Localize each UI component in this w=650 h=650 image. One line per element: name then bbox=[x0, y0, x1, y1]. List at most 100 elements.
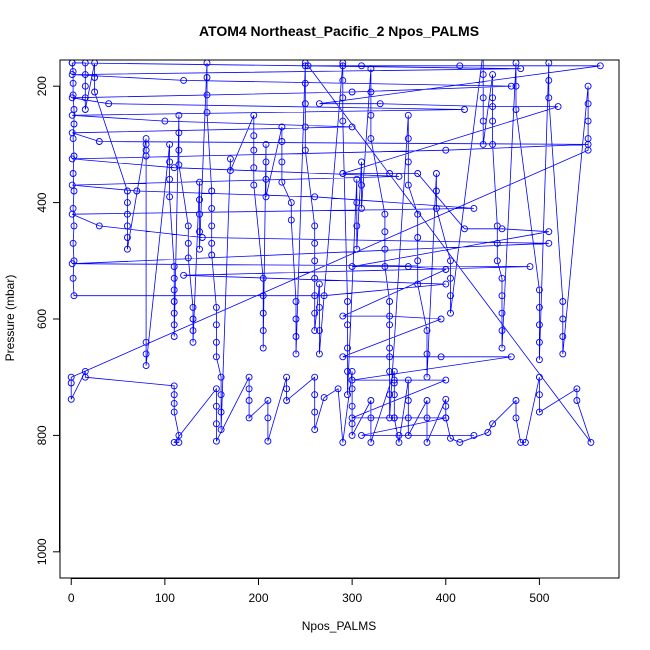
data-point bbox=[507, 353, 515, 361]
data-point bbox=[358, 62, 365, 70]
data-point bbox=[404, 376, 412, 384]
data-point bbox=[166, 193, 174, 201]
data-point bbox=[358, 204, 365, 212]
data-point bbox=[381, 210, 389, 218]
data-point bbox=[212, 321, 220, 329]
data-point bbox=[545, 76, 553, 84]
data-point bbox=[142, 350, 150, 358]
data-point bbox=[170, 274, 178, 282]
data-point bbox=[95, 138, 103, 145]
data-point bbox=[259, 327, 267, 335]
data-point bbox=[170, 263, 178, 271]
data-point bbox=[203, 91, 211, 99]
data-point bbox=[339, 62, 347, 70]
data-point bbox=[68, 71, 76, 79]
data-point bbox=[493, 239, 501, 247]
data-point bbox=[292, 350, 300, 358]
data-point bbox=[264, 437, 272, 445]
data-point bbox=[414, 170, 422, 177]
data-point bbox=[489, 71, 497, 79]
data-point bbox=[339, 76, 347, 84]
data-point bbox=[259, 274, 267, 282]
data-point bbox=[212, 303, 220, 311]
data-point bbox=[95, 222, 103, 230]
data-point bbox=[81, 373, 89, 381]
data-point bbox=[489, 94, 497, 102]
data-point bbox=[212, 338, 220, 346]
data-point bbox=[262, 193, 270, 201]
data-point bbox=[554, 103, 562, 111]
data-point bbox=[489, 420, 497, 428]
data-point bbox=[381, 263, 389, 271]
data-point bbox=[311, 327, 319, 335]
data-point bbox=[386, 321, 394, 329]
data-point bbox=[456, 438, 464, 446]
data-point bbox=[395, 172, 403, 180]
data-point bbox=[262, 158, 270, 166]
data-point bbox=[535, 303, 543, 311]
data-point bbox=[367, 88, 375, 96]
data-point bbox=[512, 82, 520, 90]
data-point bbox=[545, 239, 553, 247]
data-point bbox=[123, 245, 131, 253]
data-point bbox=[311, 309, 319, 317]
data-point bbox=[535, 356, 543, 364]
data-point bbox=[390, 376, 398, 384]
data-point bbox=[367, 397, 375, 404]
data-point bbox=[507, 82, 515, 90]
data-point bbox=[493, 257, 501, 265]
data-point bbox=[250, 111, 258, 119]
data-point bbox=[498, 327, 506, 335]
data-point bbox=[217, 373, 225, 381]
data-point bbox=[367, 65, 375, 73]
series-0 bbox=[67, 60, 604, 446]
data-point bbox=[91, 74, 99, 81]
x-tick-label: 200 bbox=[248, 591, 268, 605]
data-point bbox=[348, 414, 356, 422]
data-point bbox=[170, 438, 178, 446]
data-point bbox=[339, 60, 347, 67]
data-point bbox=[287, 216, 295, 224]
data-point bbox=[68, 94, 76, 102]
data-point bbox=[123, 199, 131, 207]
data-point bbox=[423, 327, 431, 335]
data-point bbox=[259, 292, 267, 300]
data-point bbox=[526, 263, 534, 271]
data-point bbox=[259, 309, 267, 317]
data-point bbox=[442, 266, 450, 273]
data-point bbox=[311, 193, 319, 201]
data-point bbox=[423, 350, 431, 358]
data-point bbox=[175, 438, 183, 446]
data-point bbox=[315, 303, 323, 311]
data-point bbox=[166, 175, 174, 183]
x-axis-label: Npos_PALMS bbox=[302, 619, 376, 633]
data-point bbox=[264, 414, 272, 422]
data-point bbox=[170, 382, 178, 390]
data-point bbox=[212, 402, 220, 410]
data-point bbox=[414, 257, 422, 265]
data-point bbox=[381, 245, 389, 253]
data-point bbox=[166, 140, 174, 148]
data-point bbox=[498, 292, 506, 300]
data-point bbox=[512, 397, 520, 404]
data-point bbox=[404, 414, 412, 422]
data-point bbox=[367, 111, 375, 119]
data-point bbox=[512, 60, 520, 67]
data-point bbox=[461, 106, 468, 113]
data-point bbox=[447, 309, 454, 317]
data-point bbox=[217, 391, 225, 399]
data-point bbox=[535, 321, 543, 329]
data-point bbox=[68, 129, 76, 137]
data-point bbox=[358, 158, 365, 166]
data-point bbox=[123, 210, 131, 218]
data-point bbox=[573, 397, 581, 404]
data-point bbox=[414, 234, 422, 241]
data-point bbox=[404, 181, 412, 189]
data-point bbox=[245, 385, 253, 393]
data-point bbox=[189, 338, 197, 346]
data-point bbox=[292, 298, 300, 305]
data-point bbox=[348, 263, 356, 271]
data-point bbox=[498, 274, 506, 282]
y-tick-label: 200 bbox=[35, 76, 49, 96]
data-point bbox=[91, 60, 99, 67]
